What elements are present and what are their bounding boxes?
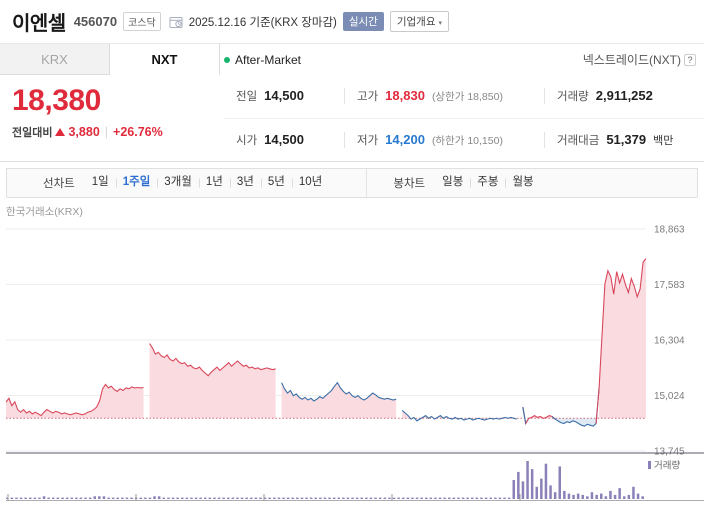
quote-label: 고가 xyxy=(357,91,379,104)
quote-label: 저가 xyxy=(357,134,379,147)
quote-value: 51,379 xyxy=(606,131,647,147)
company-overview-label: 기업개요 xyxy=(396,16,436,28)
triangle-up-icon xyxy=(55,128,66,136)
period-3m[interactable]: 3개월 xyxy=(157,177,199,189)
chevron-down-icon: ▾ xyxy=(438,20,442,27)
page-header: 이엔셀 456070 코스닥 2025.12.16 기준(KRX 장마감) 실시… xyxy=(0,0,704,44)
stock-code: 456070 xyxy=(73,14,118,29)
quote-label: 거래량 xyxy=(557,91,589,104)
price-box: 18,380 전일대비 3,880 | +26.76% xyxy=(0,75,220,140)
svg-text:16,304: 16,304 xyxy=(654,336,685,347)
price-chart[interactable]: 18,86317,58316,30415,02413,745거래량12/1012… xyxy=(6,221,704,501)
change-label: 전일대비 xyxy=(12,127,53,139)
tab-krx[interactable]: KRX xyxy=(0,44,110,75)
realtime-badge[interactable]: 실시간 xyxy=(342,12,384,31)
price-column: KRX NXT 18,380 전일대비 3,880 | +26.76% xyxy=(0,44,220,161)
candle-weekly[interactable]: 주봉 xyxy=(470,177,505,189)
line-chart-label: 선차트 xyxy=(43,178,75,190)
svg-text:13,745: 13,745 xyxy=(654,447,685,458)
period-5y[interactable]: 5년 xyxy=(261,177,292,189)
quote-value: 14,200 xyxy=(385,131,425,147)
quote-table-column: After-Market 넥스트레이드(NXT) ? 전일 14,500 고가 … xyxy=(220,44,704,161)
quote-limit: (하한가 10,150) xyxy=(431,134,503,147)
chart-container: 한국거래소(KRX) 18,863 17,583 16,304 15,024 13,74… xyxy=(0,204,704,501)
svg-text:15,024: 15,024 xyxy=(654,391,685,402)
chart-toolbar: 선차트 1일 1주일 3개월 1년 3년 5년 10년 봉차트 일봉 주봉 월봉 xyxy=(6,168,698,198)
quote-label: 거래대금 xyxy=(557,134,600,147)
candle-chart-label: 봉차트 xyxy=(393,178,426,190)
quote-label: 시가 xyxy=(236,134,258,147)
price-change-row: 전일대비 3,880 | +26.76% xyxy=(12,124,220,140)
quote-limit: (상한가 18,850) xyxy=(431,91,503,104)
period-10y[interactable]: 10년 xyxy=(292,177,329,189)
candle-daily[interactable]: 일봉 xyxy=(442,176,464,189)
quote-turnover: 거래대금 51,379 백만 xyxy=(544,131,704,148)
period-1w[interactable]: 1주일 xyxy=(116,177,158,189)
period-3y[interactable]: 3년 xyxy=(230,177,261,189)
after-market-label: After-Market xyxy=(235,52,302,67)
table-row: 시가 14,500 저가 14,200 (하한가 10,150) 거래대금 51… xyxy=(224,119,704,162)
table-row: 전일 14,500 고가 18,830 (상한가 18,850) 거래량 2,9… xyxy=(224,75,704,119)
quote-value: 14,500 xyxy=(264,131,304,147)
quote-value: 18,830 xyxy=(385,88,425,104)
candle-chart-periods: 봉차트 일봉 주봉 월봉 xyxy=(367,169,697,197)
quote-value: 14,500 xyxy=(264,88,304,104)
line-chart-periods: 선차트 1일 1주일 3개월 1년 3년 5년 10년 xyxy=(7,169,367,197)
company-overview-dropdown[interactable]: 기업개요 ▾ xyxy=(389,11,449,32)
help-icon[interactable]: ? xyxy=(684,53,696,66)
market-badge: 코스닥 xyxy=(123,12,161,31)
quote-volume: 거래량 2,911,252 xyxy=(544,88,704,105)
after-market-row: After-Market 넥스트레이드(NXT) ? xyxy=(224,44,704,75)
quote-table: 전일 14,500 고가 18,830 (상한가 18,850) 거래량 2,9… xyxy=(224,75,704,161)
quote-low: 저가 14,200 (하한가 10,150) xyxy=(344,131,544,148)
svg-text:18,863: 18,863 xyxy=(654,225,685,236)
nxt-provider-label: 넥스트레이드(NXT) xyxy=(582,53,681,67)
change-value: 3,880 xyxy=(68,125,100,139)
quote-value: 2,911,252 xyxy=(595,88,653,104)
chart-source-label: 한국거래소(KRX) xyxy=(6,206,83,218)
green-dot-icon xyxy=(224,56,230,63)
svg-text:17,583: 17,583 xyxy=(654,280,685,291)
calendar-icon xyxy=(169,15,183,29)
quote-label: 전일 xyxy=(236,91,258,104)
quote-open: 시가 14,500 xyxy=(224,132,344,148)
candle-monthly[interactable]: 월봉 xyxy=(505,177,540,189)
nxt-provider: 넥스트레이드(NXT) ? xyxy=(583,51,696,68)
market-tabs: KRX NXT xyxy=(0,44,220,75)
quote-zone: KRX NXT 18,380 전일대비 3,880 | +26.76% Afte… xyxy=(0,44,704,162)
quote-prev-close: 전일 14,500 xyxy=(224,88,344,104)
period-1y[interactable]: 1년 xyxy=(199,177,230,189)
tab-nxt[interactable]: NXT xyxy=(110,44,220,75)
quote-high: 고가 18,830 (상한가 18,850) xyxy=(344,88,544,105)
period-1d[interactable]: 1일 xyxy=(91,176,109,189)
change-rate: +26.76% xyxy=(113,125,163,139)
quote-unit: 백만 xyxy=(653,134,674,147)
base-date-text: 2025.12.16 기준(KRX 장마감) xyxy=(188,16,337,29)
after-market-status: After-Market xyxy=(224,53,301,67)
svg-text:거래량: 거래량 xyxy=(654,460,680,472)
current-price: 18,380 xyxy=(12,84,101,117)
change-divider: | xyxy=(104,125,109,139)
page-title: 이엔셀 xyxy=(12,13,66,35)
